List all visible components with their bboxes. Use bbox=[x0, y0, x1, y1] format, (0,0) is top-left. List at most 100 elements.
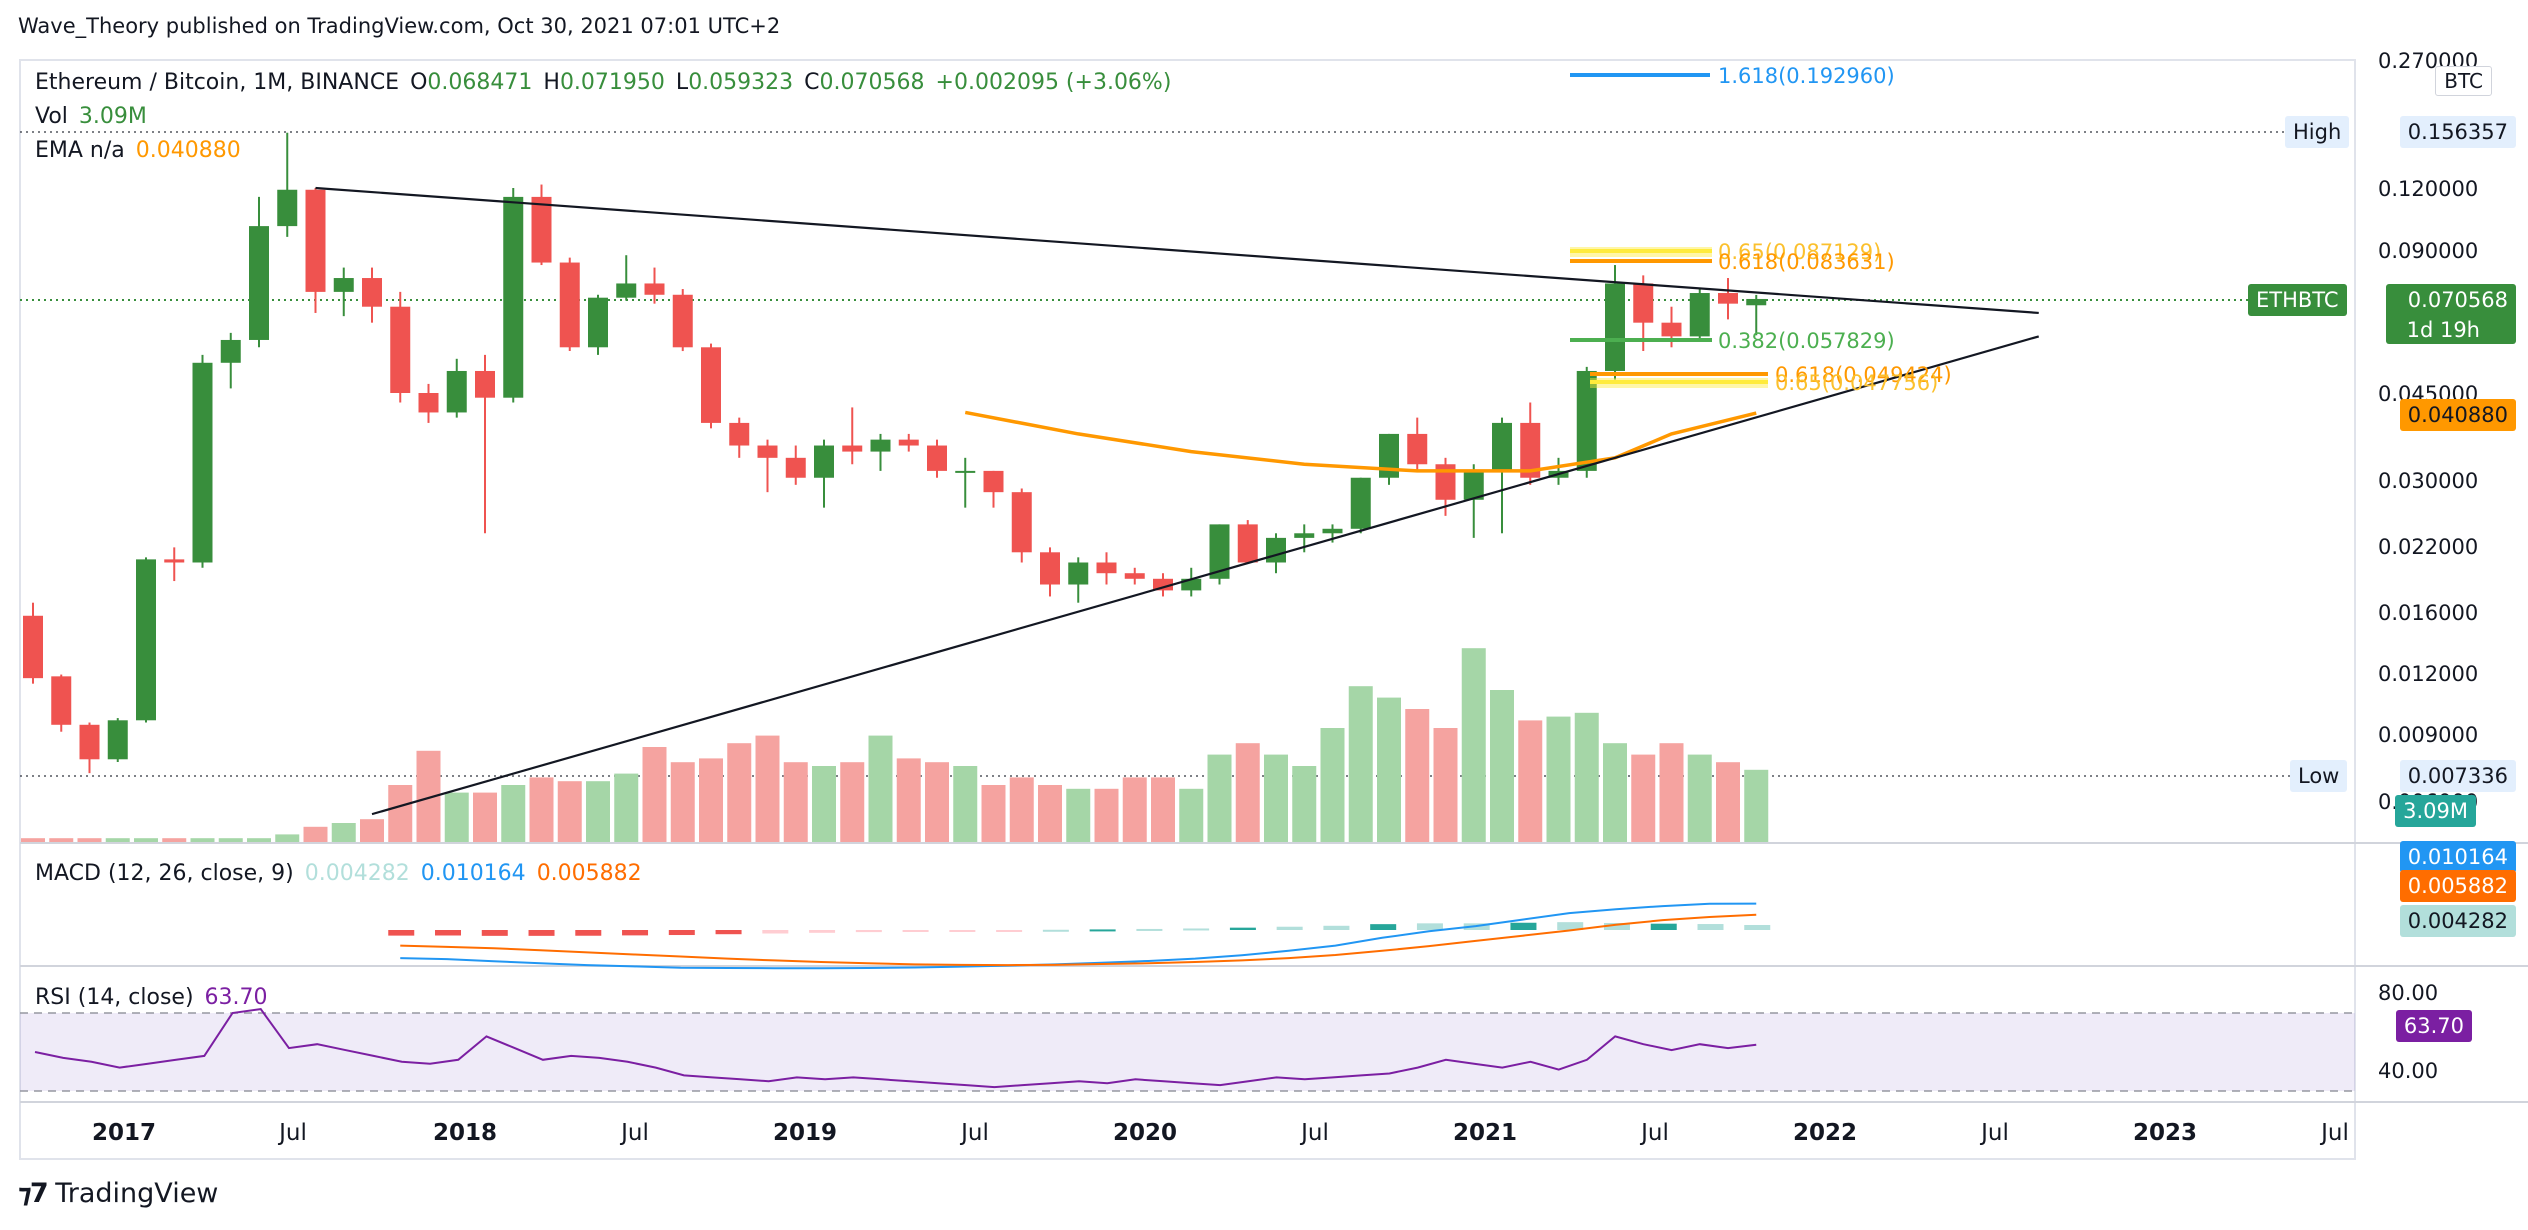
candles[interactable] bbox=[23, 132, 1767, 774]
macd-histogram bbox=[388, 902, 1771, 970]
candle-body bbox=[757, 445, 778, 458]
volume-bar bbox=[1094, 788, 1119, 842]
candle-body bbox=[1096, 562, 1117, 574]
candle-body bbox=[1350, 477, 1371, 529]
trendline-resistance bbox=[315, 186, 2039, 315]
volume-bar bbox=[77, 838, 102, 842]
volume-legend[interactable]: Vol 3.09M bbox=[35, 104, 151, 129]
macd-price: 0.010164 bbox=[2399, 841, 2516, 873]
ema-label: EMA n/a bbox=[35, 138, 125, 163]
ema-legend[interactable]: EMA n/a 0.040880 bbox=[35, 138, 245, 163]
volume-value: 3.09M bbox=[78, 104, 147, 129]
candle-body bbox=[559, 262, 580, 348]
volume-bar bbox=[134, 838, 158, 842]
macd-histogram-bar bbox=[1510, 922, 1537, 930]
candle-body bbox=[1209, 524, 1230, 579]
volume-bar bbox=[1631, 754, 1656, 842]
candle-body bbox=[1605, 283, 1625, 371]
volume-bar bbox=[162, 838, 187, 842]
volume-bar bbox=[1518, 720, 1543, 842]
candle-body bbox=[1633, 283, 1654, 323]
price-tick: 0.016000 bbox=[2378, 601, 2478, 625]
candle-body bbox=[1407, 433, 1428, 465]
candle-body bbox=[1011, 492, 1032, 553]
candle-body bbox=[1576, 370, 1597, 471]
low-tag: Low bbox=[2290, 760, 2348, 792]
volume-bar bbox=[868, 735, 893, 842]
high-tag: High bbox=[2285, 116, 2350, 148]
price-tick: 0.012000 bbox=[2378, 662, 2478, 686]
macd-histogram-bar bbox=[762, 930, 789, 934]
candle-body bbox=[220, 339, 241, 363]
macd-line bbox=[400, 902, 1757, 970]
symbol-legend[interactable]: Ethereum / Bitcoin, 1M, BINANCE O0.06847… bbox=[35, 70, 1175, 95]
macd-histogram-bar bbox=[715, 930, 742, 935]
pane-frame bbox=[19, 59, 2356, 1160]
fib-0618-lower-label: 0.618(0.049424) bbox=[1775, 363, 1952, 387]
macd-histogram-bar bbox=[1136, 928, 1163, 931]
macd-value: 0.010164 bbox=[420, 861, 526, 886]
tradingview-logo[interactable]: ⁊7 TradingView bbox=[18, 1178, 218, 1209]
rsi-legend[interactable]: RSI (14, close) 63.70 bbox=[35, 985, 272, 1010]
change-value: +0.002095 (+3.06%) bbox=[935, 70, 1172, 95]
volume-bar bbox=[1716, 762, 1740, 842]
candle-body bbox=[1520, 422, 1541, 478]
volume-bar bbox=[896, 758, 921, 842]
volume-bar bbox=[1744, 769, 1769, 842]
macd-histogram-bar bbox=[528, 930, 555, 936]
volume-bar bbox=[444, 792, 469, 842]
macd-histogram-bar bbox=[1323, 925, 1350, 930]
candle-body bbox=[983, 470, 1004, 493]
volume-bar bbox=[586, 781, 610, 842]
macd-histogram-bar bbox=[622, 930, 649, 936]
macd-title: MACD (12, 26, close, 9) bbox=[35, 861, 294, 886]
fib-0618-label: 0.618(0.083631) bbox=[1718, 250, 1895, 274]
countdown: 1d 19h bbox=[2406, 318, 2480, 342]
macd-legend[interactable]: MACD (12, 26, close, 9) 0.004282 0.01016… bbox=[35, 861, 646, 886]
candle-body bbox=[136, 559, 156, 721]
macd-histogram-bar bbox=[668, 930, 695, 936]
volume-bar bbox=[1490, 690, 1514, 842]
volume-bar bbox=[1235, 743, 1260, 842]
candle-body bbox=[1463, 470, 1484, 500]
candle-body bbox=[277, 189, 298, 227]
volume-bar bbox=[49, 838, 74, 842]
candle-body bbox=[1661, 322, 1682, 337]
macd-histogram-bar bbox=[949, 930, 976, 932]
candle-body bbox=[192, 362, 213, 563]
volume-bar bbox=[1292, 766, 1317, 842]
macd-histogram-bar bbox=[1089, 929, 1116, 932]
symbol-name[interactable]: Ethereum / Bitcoin, 1M, BINANCE bbox=[35, 70, 400, 95]
price-unit: BTC bbox=[2435, 66, 2492, 96]
rsi-line bbox=[34, 1008, 1757, 1089]
fib-0382-label: 0.382(0.057829) bbox=[1718, 329, 1895, 353]
volume-bar bbox=[1574, 712, 1599, 842]
candle-body bbox=[870, 439, 891, 452]
last-price-box bbox=[2386, 284, 2516, 344]
macd-hist-price: 0.004282 bbox=[2399, 905, 2516, 937]
candle-body bbox=[729, 422, 750, 446]
time-tick: 2020 bbox=[1113, 1120, 1177, 1146]
volume-bar bbox=[1659, 743, 1684, 842]
volume-bar bbox=[727, 743, 752, 842]
candle-body bbox=[249, 226, 269, 340]
macd-histogram-bar bbox=[481, 930, 508, 936]
candle-body bbox=[1435, 464, 1456, 500]
rsi-tick: 80.00 bbox=[2378, 981, 2438, 1005]
macd-histogram-bar bbox=[1697, 924, 1724, 930]
time-tick: Jul bbox=[2319, 1120, 2349, 1146]
drawings[interactable] bbox=[34, 73, 2040, 1089]
macd-histogram-bar bbox=[1650, 923, 1677, 930]
candle-body bbox=[1266, 537, 1286, 563]
volume-price: 3.09M bbox=[2395, 795, 2476, 827]
fib-065-lower-label: 0.65(0.047756) bbox=[1775, 371, 1938, 395]
volume-bar bbox=[190, 838, 215, 842]
volume-bar bbox=[1603, 743, 1627, 842]
macd-signal-value: 0.005882 bbox=[536, 861, 642, 886]
macd-histogram-bar bbox=[809, 930, 836, 933]
time-tick: 2023 bbox=[2133, 1120, 2197, 1146]
volume-bar bbox=[529, 777, 554, 842]
macd-histogram-bar bbox=[1603, 922, 1630, 930]
macd-histogram-bar bbox=[388, 930, 415, 936]
